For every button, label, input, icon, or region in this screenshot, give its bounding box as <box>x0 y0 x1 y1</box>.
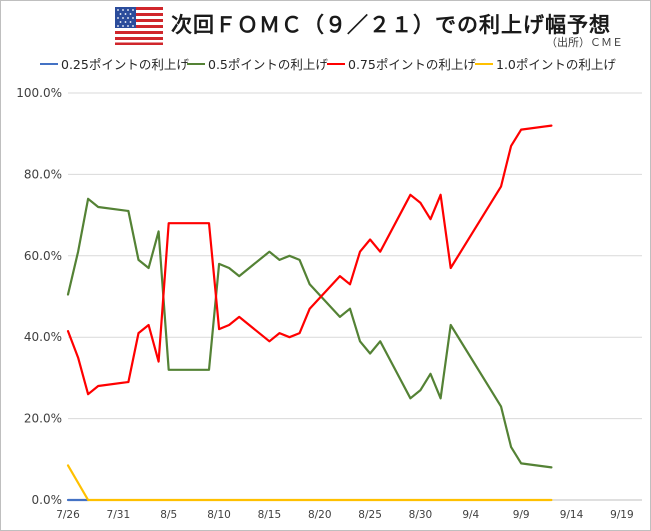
x-tick-label: 8/30 <box>409 509 433 521</box>
gridlines <box>68 92 642 501</box>
legend-label-0.75: 0.75ポイントの利上げ <box>348 57 476 72</box>
x-tick-label: 9/19 <box>610 509 634 521</box>
series-line <box>66 464 553 502</box>
legend-swatch-1.0 <box>475 62 493 65</box>
y-tick-label: 80.0% <box>24 167 62 181</box>
y-tick-label: 0.0% <box>32 493 63 507</box>
x-tick-label: 8/10 <box>207 509 231 521</box>
y-tick-label: 40.0% <box>24 330 62 344</box>
legend-swatch-0.25 <box>40 62 58 65</box>
legend: 0.25ポイントの利上げ 0.5ポイントの利上げ 0.75ポイントの利上げ 1.… <box>0 54 651 72</box>
x-tick-label: 7/26 <box>56 509 80 521</box>
legend-item-1.0: 1.0ポイントの利上げ <box>475 54 616 73</box>
legend-item-0.25: 0.25ポイントの利上げ <box>40 54 189 73</box>
series-line <box>66 197 553 469</box>
series-line <box>66 124 553 396</box>
chart-title: 次回ＦＯＭＣ（９／２１）での利上げ幅予想 <box>171 13 611 37</box>
x-tick-label: 8/25 <box>358 509 382 521</box>
x-tick-label: 8/20 <box>308 509 332 521</box>
x-tick-label: 9/4 <box>462 509 479 521</box>
legend-swatch-0.75 <box>327 62 345 65</box>
source-note: （出所）ＣＭＥ <box>546 36 623 49</box>
legend-label-1.0: 1.0ポイントの利上げ <box>496 57 616 72</box>
x-tick-label: 8/5 <box>160 509 177 521</box>
legend-label-0.5: 0.5ポイントの利上げ <box>208 57 328 72</box>
x-tick-label: 9/9 <box>513 509 530 521</box>
legend-item-0.75: 0.75ポイントの利上げ <box>327 54 476 73</box>
legend-item-0.5: 0.5ポイントの利上げ <box>187 54 328 73</box>
legend-label-0.25: 0.25ポイントの利上げ <box>61 57 189 72</box>
series-lines <box>66 124 553 502</box>
x-tick-label: 8/15 <box>258 509 282 521</box>
x-axis-ticks: 7/26 7/31 8/5 8/10 8/15 8/20 8/25 8/30 9/4 9/9 9/1… <box>56 509 633 521</box>
x-tick-label: 7/31 <box>107 509 131 521</box>
x-tick-label: 9/14 <box>560 509 584 521</box>
us-flag-icon <box>115 7 163 45</box>
y-axis-ticks: 0.0% 20.0% 40.0% 60.0% 80.0% 100.0% <box>16 86 62 507</box>
y-tick-label: 100.0% <box>16 86 62 100</box>
legend-swatch-0.5 <box>187 62 205 65</box>
y-tick-label: 20.0% <box>24 412 62 426</box>
y-tick-label: 60.0% <box>24 249 62 263</box>
